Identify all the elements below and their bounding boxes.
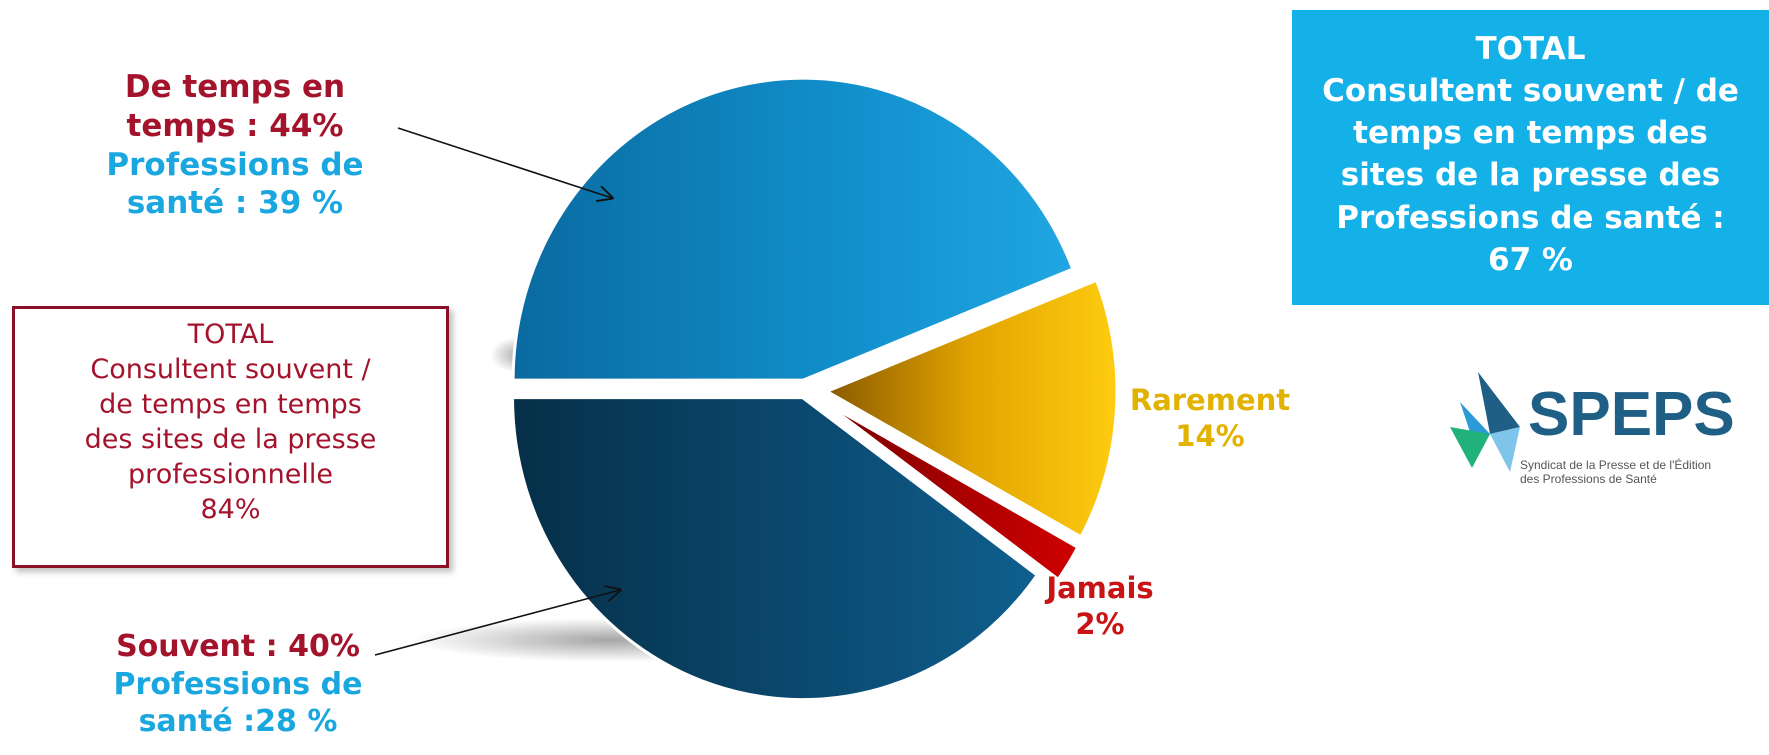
label-de-temps-line2: temps : 44% bbox=[126, 107, 344, 144]
label-souvent-line3: santé :28 % bbox=[138, 704, 338, 739]
label-de-temps-en-temps: De temps en temps : 44% Professions de s… bbox=[100, 68, 370, 223]
box-left-line4: des sites de la presse bbox=[84, 424, 377, 456]
label-souvent-line1: Souvent : 40% bbox=[116, 629, 360, 664]
total-presse-professionnelle-box: TOTAL Consultent souvent / de temps en t… bbox=[12, 306, 449, 568]
label-rarement: Rarement 14% bbox=[1115, 382, 1305, 455]
box-left-line5: professionnelle bbox=[128, 459, 333, 491]
label-de-temps-line3: Professions de bbox=[106, 146, 364, 183]
label-rarement-line1: Rarement bbox=[1129, 383, 1291, 417]
box-right-line2: Consultent souvent / de bbox=[1322, 73, 1739, 110]
box-right-line5: Professions de santé : bbox=[1336, 199, 1725, 236]
box-left-line1: TOTAL bbox=[187, 319, 274, 350]
slice-de-temps-en-temps bbox=[511, 76, 1075, 382]
box-right-line1: TOTAL bbox=[1475, 31, 1586, 67]
slice-souvent bbox=[511, 396, 1040, 702]
box-right-line4: sites de la presse des bbox=[1340, 157, 1721, 194]
slice-jamais bbox=[822, 400, 1080, 582]
arrow-souvent bbox=[374, 590, 620, 656]
label-souvent-line2: Professions de bbox=[113, 666, 363, 702]
speps-logo-icon bbox=[1450, 372, 1520, 472]
logo-subtitle-line1: Syndicat de la Presse et de l'Édition bbox=[1520, 458, 1712, 472]
label-de-temps-line4: santé : 39 % bbox=[126, 185, 344, 222]
slice-rarement bbox=[823, 278, 1119, 539]
box-left-line6: 84% bbox=[200, 494, 261, 526]
label-rarement-line2: 14% bbox=[1175, 419, 1245, 454]
logo-name: SPEPS bbox=[1528, 380, 1735, 449]
label-jamais-line2: 2% bbox=[1075, 607, 1125, 642]
label-de-temps-line1: De temps en bbox=[124, 69, 346, 105]
total-professions-sante-box: TOTAL Consultent souvent / de temps en t… bbox=[1292, 10, 1769, 305]
box-right-line3: temps en temps des bbox=[1353, 115, 1708, 152]
arrow-de-temps bbox=[397, 127, 612, 198]
logo-subtitle-line2: des Professions de Santé bbox=[1520, 472, 1657, 487]
label-souvent: Souvent : 40% Professions de santé :28 % bbox=[88, 628, 388, 741]
box-left-line2: Consultent souvent / bbox=[90, 354, 371, 386]
label-jamais-line1: Jamais bbox=[1046, 571, 1154, 605]
box-right-line6: 67 % bbox=[1488, 241, 1573, 278]
box-left-line3: de temps en temps bbox=[99, 389, 362, 421]
logo-subtitle: Syndicat de la Presse et de l'Édition de… bbox=[1520, 458, 1760, 487]
label-jamais: Jamais 2% bbox=[1030, 570, 1170, 643]
